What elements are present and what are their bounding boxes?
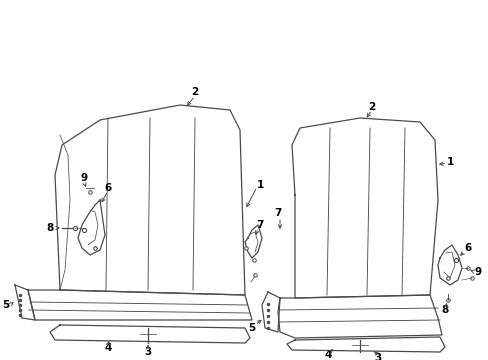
Text: 7: 7 [256,220,263,230]
Text: 8: 8 [441,305,447,315]
Text: 1: 1 [256,180,263,190]
Text: 2: 2 [191,87,198,97]
Text: 5: 5 [248,323,255,333]
Text: 8: 8 [46,223,54,233]
Text: 4: 4 [324,350,331,360]
Text: 4: 4 [104,343,111,353]
Text: 3: 3 [144,347,151,357]
Text: 9: 9 [473,267,481,277]
Text: 3: 3 [374,353,381,360]
Text: 6: 6 [104,183,111,193]
Text: 2: 2 [367,102,375,112]
Text: 6: 6 [464,243,470,253]
Text: 5: 5 [2,300,10,310]
Text: 1: 1 [446,157,453,167]
Text: 7: 7 [274,208,281,218]
Text: 9: 9 [80,173,87,183]
